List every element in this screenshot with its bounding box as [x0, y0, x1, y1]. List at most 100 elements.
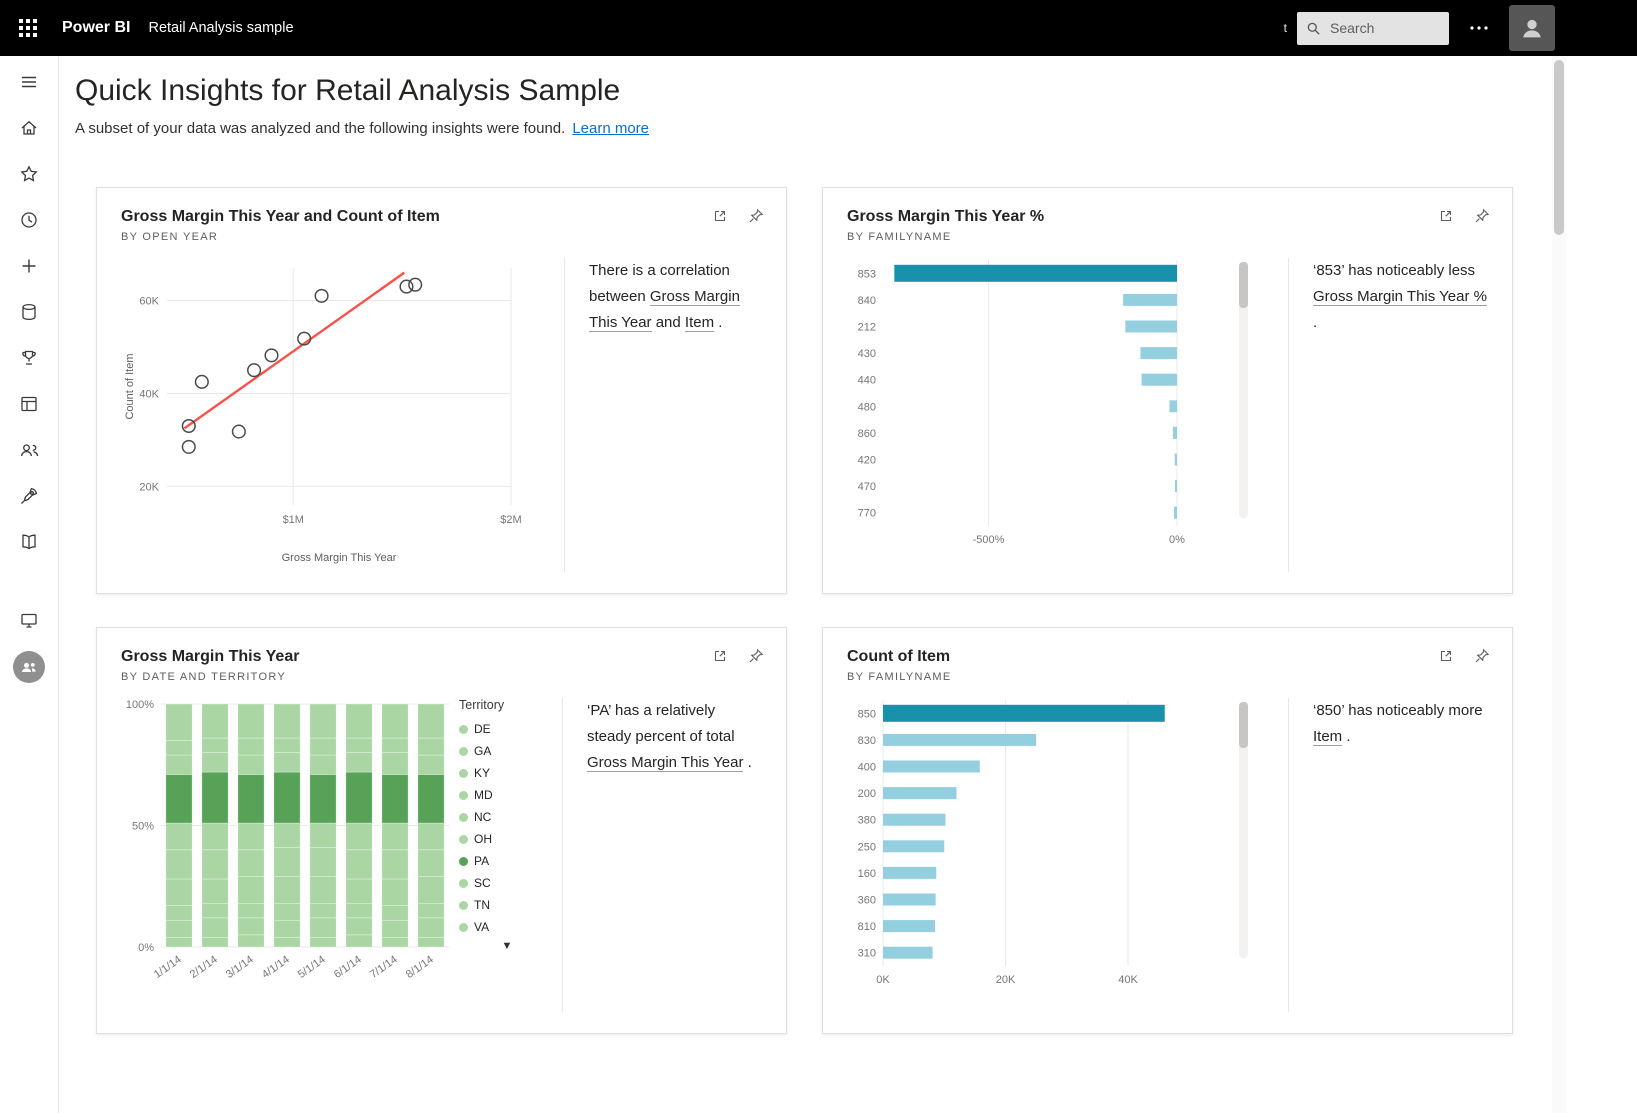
svg-text:400: 400 — [858, 762, 876, 774]
sidebar-item-pipelines[interactable] — [12, 480, 46, 514]
scrollbar-thumb[interactable] — [1239, 702, 1248, 748]
sidebar-item-my-workspace[interactable] — [12, 650, 46, 684]
svg-text:40K: 40K — [1118, 974, 1138, 986]
legend-label: KY — [474, 766, 491, 780]
legend-item-PA[interactable]: PA — [459, 854, 555, 868]
stray-text: t — [1283, 21, 1287, 35]
page-subtitle-text: A subset of your data was analyzed and t… — [75, 120, 566, 137]
account-avatar[interactable] — [1509, 5, 1555, 51]
focus-mode-button[interactable] — [1438, 208, 1454, 227]
svg-text:212: 212 — [858, 322, 876, 334]
plus-icon — [19, 256, 39, 279]
svg-text:850: 850 — [858, 708, 876, 720]
legend-item-GA[interactable]: GA — [459, 744, 555, 758]
insight-text: ‘850’ has noticeably more Item . — [1313, 698, 1488, 750]
svg-text:810: 810 — [858, 921, 876, 933]
svg-text:20K: 20K — [139, 481, 159, 493]
legend-label: MD — [474, 788, 493, 802]
card-title: Gross Margin This Year % — [847, 208, 1045, 225]
more-options-button[interactable] — [1465, 21, 1493, 35]
sidebar-item-favorites[interactable] — [12, 158, 46, 192]
svg-text:420: 420 — [858, 455, 876, 467]
focus-mode-button[interactable] — [712, 208, 728, 227]
legend-item-TN[interactable]: TN — [459, 898, 555, 912]
page-scrollbar[interactable] — [1552, 56, 1566, 1113]
pin-button[interactable] — [1474, 648, 1490, 667]
insight-card-gm-percent: Gross Margin This Year % BY FAMILYNAME -… — [822, 187, 1513, 594]
brand-logo[interactable]: Power BI — [62, 19, 131, 36]
monitor-icon — [19, 610, 39, 633]
legend-item-OH[interactable]: OH — [459, 832, 555, 846]
nav-menu-button[interactable] — [12, 66, 46, 100]
legend-swatch-icon — [459, 790, 468, 800]
insight-link[interactable]: Gross Margin This Year — [589, 288, 740, 332]
legend-swatch-icon — [459, 878, 468, 888]
legend-expand-chevron-icon[interactable]: ▼ — [459, 940, 555, 952]
sidebar-item-data-hub[interactable] — [12, 296, 46, 330]
insight-text-segment: . — [1342, 728, 1351, 745]
page-subtitle: A subset of your data was analyzed and t… — [75, 120, 1637, 137]
insight-link[interactable]: Gross Margin This Year % — [1313, 288, 1487, 306]
learn-more-link[interactable]: Learn more — [572, 120, 650, 137]
insight-link[interactable]: Gross Margin This Year — [587, 754, 744, 772]
card-subtitle: BY DATE AND TERRITORY — [121, 671, 287, 683]
legend-label: DE — [474, 722, 491, 736]
app-launcher-button[interactable] — [0, 0, 56, 56]
insight-text-segment: . — [743, 754, 752, 771]
sidebar-item-recent[interactable] — [12, 204, 46, 238]
bar-chart-count-item[interactable]: 0K 20K 40K 850 830 400 200 380 250 160 360 810 310 — [847, 696, 1187, 996]
svg-text:0%: 0% — [138, 942, 154, 954]
sidebar-item-metrics[interactable] — [12, 342, 46, 376]
legend-item-SC[interactable]: SC — [459, 876, 555, 890]
card-title: Gross Margin This Year and Count of Item — [121, 208, 440, 225]
svg-text:7/1/14: 7/1/14 — [368, 954, 400, 981]
scrollbar-thumb[interactable] — [1239, 262, 1248, 308]
svg-text:440: 440 — [858, 375, 876, 387]
app-name: Retail Analysis sample — [148, 20, 294, 36]
svg-text:480: 480 — [858, 401, 876, 413]
insight-text-segment: ‘PA’ has a relatively steady percent of … — [587, 702, 735, 745]
chart-vertical-scrollbar[interactable] — [1239, 702, 1248, 958]
pin-button[interactable] — [1474, 208, 1490, 227]
sidebar-item-create[interactable] — [12, 250, 46, 284]
chart-vertical-scrollbar[interactable] — [1239, 262, 1248, 518]
legend-item-MD[interactable]: MD — [459, 788, 555, 802]
sidebar-item-apps[interactable] — [12, 388, 46, 422]
sidebar-item-home[interactable] — [12, 112, 46, 146]
sidebar-item-workspaces[interactable] — [12, 604, 46, 638]
sidebar-item-learn[interactable] — [12, 526, 46, 560]
svg-text:430: 430 — [858, 348, 876, 360]
pin-button[interactable] — [748, 208, 764, 227]
search-input[interactable] — [1328, 19, 1440, 37]
legend-label: VA — [474, 920, 490, 934]
popout-icon — [712, 650, 728, 667]
legend-item-NC[interactable]: NC — [459, 810, 555, 824]
legend-label: NC — [474, 810, 492, 824]
insight-link[interactable]: Item — [1313, 728, 1343, 746]
insight-link[interactable]: Item — [684, 314, 715, 332]
pin-icon — [1474, 208, 1490, 227]
focus-mode-button[interactable] — [1438, 648, 1454, 667]
focus-mode-button[interactable] — [712, 648, 728, 667]
legend-item-VA[interactable]: VA — [459, 920, 555, 934]
search-box[interactable] — [1297, 11, 1449, 45]
page-scrollbar-thumb[interactable] — [1554, 60, 1564, 235]
legend-swatch-icon — [459, 922, 468, 932]
svg-text:8/1/14: 8/1/14 — [404, 954, 436, 981]
stacked-column-chart[interactable]: 0% 50% 100% 1/1/14 2/1/14 3/1/14 4/1/14 5/1/14 6… — [121, 696, 453, 1011]
svg-text:860: 860 — [858, 428, 876, 440]
svg-text:310: 310 — [858, 948, 876, 960]
legend-label: TN — [474, 898, 490, 912]
legend-item-KY[interactable]: KY — [459, 766, 555, 780]
sidebar-item-shared[interactable] — [12, 434, 46, 468]
svg-text:5/1/14: 5/1/14 — [296, 954, 328, 981]
legend-item-DE[interactable]: DE — [459, 722, 555, 736]
svg-text:853: 853 — [858, 268, 876, 280]
insight-text-segment: ‘850’ has noticeably more — [1313, 702, 1483, 719]
pin-button[interactable] — [748, 648, 764, 667]
card-title: Count of Item — [847, 648, 951, 665]
scatter-chart[interactable]: $1M $2M 20K 40K 60K Gross Margin This Year Cou… — [121, 256, 564, 571]
bar-chart-gm-percent[interactable]: -500% 0% 853 840 212 430 440 480 860 420 470 770 — [847, 256, 1187, 556]
legend-label: PA — [474, 854, 490, 868]
insight-card-scatter: Gross Margin This Year and Count of Item… — [96, 187, 787, 594]
